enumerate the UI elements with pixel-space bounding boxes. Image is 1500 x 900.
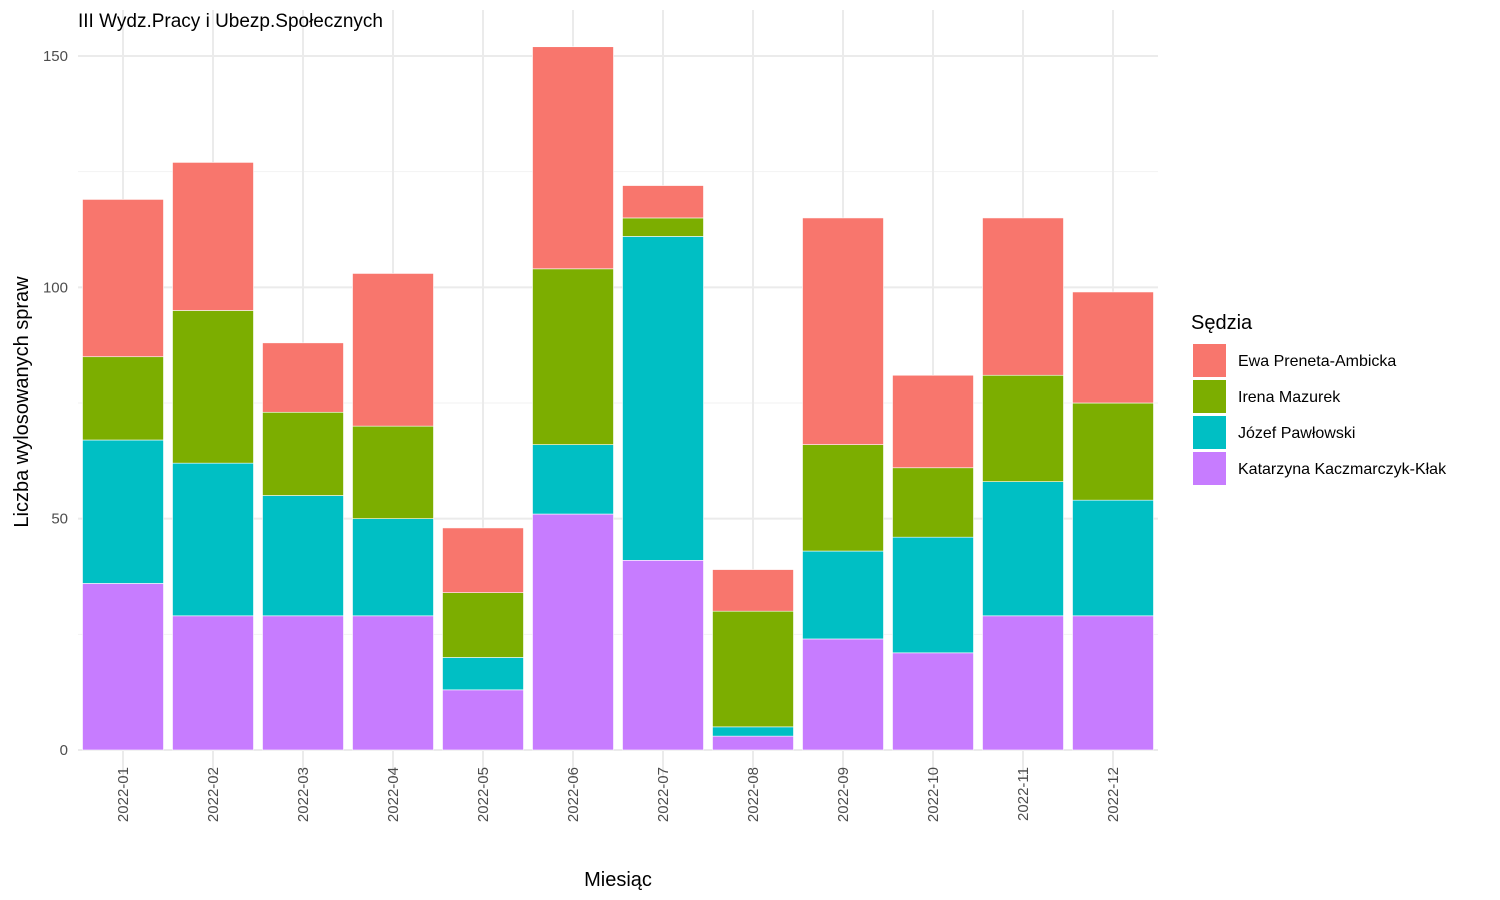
bar-segment [532,513,614,751]
bar-segment [262,495,344,617]
bar-segment [82,583,164,751]
bar-segment [262,411,344,496]
bar-segment [1072,402,1154,501]
bar-segment [712,735,794,751]
x-tick-label: 2022-01 [115,767,132,822]
legend: Sędzia Ewa Preneta-Ambicka Irena Mazurek J… [1191,312,1447,485]
legend-label: Ewa Preneta-Ambicka [1238,353,1396,370]
y-tick-label: 100 [43,279,68,296]
bar-segment [262,615,344,751]
bar-segment [352,615,434,751]
bar-segment [172,310,254,464]
x-axis-ticks: 2022-01 2022-02 2022-03 2022-04 2022-05 2022-… [115,767,1122,822]
chart-title: III Wydz.Pracy i Ubezp.Społecznych [78,11,383,32]
bar-segment [982,374,1064,482]
bar-segment [532,46,614,270]
y-axis-title: Liczba wylosowanych spraw [11,276,33,528]
bar-segment [1072,291,1154,404]
bar-segment [712,569,794,612]
bar-segment [802,638,884,751]
bar-segment [352,273,434,427]
bar-segment [982,217,1064,376]
legend-title: Sędzia [1191,312,1253,334]
legend-swatch [1193,344,1226,377]
x-tick-label: 2022-12 [1105,767,1122,822]
bar-segment [622,217,704,237]
bar-segment [442,657,524,691]
bar-stacks [82,46,1154,751]
legend-swatch [1193,416,1226,449]
legend-swatch [1193,380,1226,413]
bar-segment [352,518,434,617]
bar-segment [1072,499,1154,617]
bar-segment [172,615,254,751]
bar-segment [622,185,704,219]
bar-segment [892,536,974,654]
x-tick-label: 2022-03 [295,767,312,822]
x-tick-label: 2022-11 [1015,767,1032,821]
bar-segment [532,444,614,515]
y-tick-label: 150 [43,48,68,65]
bar-segment [622,560,704,751]
x-tick-label: 2022-07 [655,767,672,822]
x-tick-label: 2022-05 [475,767,492,822]
x-tick-label: 2022-10 [925,767,942,822]
bar-segment [892,467,974,538]
bar-segment [892,652,974,751]
x-axis-title: Miesiąc [584,869,652,891]
bar-segment [622,236,704,561]
x-tick-label: 2022-08 [745,767,762,822]
y-tick-label: 0 [60,742,68,759]
bar-segment [982,481,1064,617]
legend-swatch [1193,452,1226,485]
x-tick-label: 2022-09 [835,767,852,822]
bar-segment [802,444,884,552]
bar-segment [532,268,614,445]
legend-label: Katarzyna Kaczmarczyk-Kłak [1238,461,1447,478]
x-tick-label: 2022-06 [565,767,582,822]
x-tick-label: 2022-02 [205,767,222,822]
bar-segment [1072,615,1154,751]
x-tick-label: 2022-04 [385,767,402,822]
bar-segment [82,356,164,441]
bar-segment [172,162,254,311]
bar-segment [82,439,164,584]
bar-segment [802,550,884,640]
bar-segment [802,217,884,445]
bar-segment [892,374,974,469]
bar-segment [712,610,794,728]
legend-label: Józef Pawłowski [1238,425,1355,442]
bar-segment [82,199,164,358]
bar-segment [172,462,254,617]
bar-segment [352,425,434,519]
y-tick-label: 50 [51,511,68,528]
bar-segment [442,689,524,751]
bar-segment [262,342,344,413]
bar-segment [442,527,524,593]
bar-segment [982,615,1064,751]
legend-label: Irena Mazurek [1238,389,1341,406]
bar-segment [712,726,794,737]
y-axis-ticks: 0 50 100 150 [43,48,68,759]
bar-segment [442,592,524,658]
